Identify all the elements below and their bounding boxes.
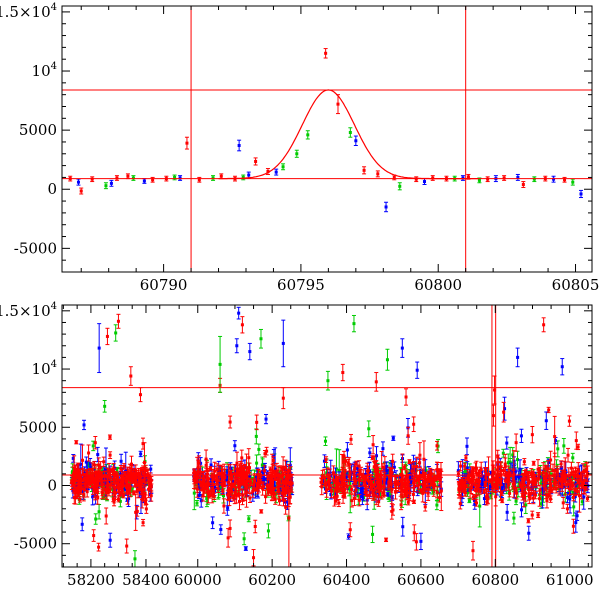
- x-tick-label: 60805: [552, 276, 600, 294]
- y-tick-label: -5000: [14, 535, 57, 553]
- x-tick-label: 60200: [248, 571, 296, 589]
- y-tick-label: -5000: [14, 239, 57, 257]
- data-layer: [68, 48, 584, 213]
- x-tick-label: 60800: [414, 276, 462, 294]
- axes: [61, 5, 593, 273]
- y-tick-label: 104: [32, 61, 57, 80]
- axes-box: [61, 304, 593, 568]
- x-tick-label: 60795: [277, 276, 325, 294]
- x-tick-label: 60800: [471, 571, 519, 589]
- x-tick-label: 60600: [397, 571, 445, 589]
- x-tick-label: 60400: [323, 571, 371, 589]
- y-tick-label: 0: [47, 476, 57, 494]
- x-tick-label: 58200: [67, 571, 115, 589]
- x-tick-label: 58400: [122, 571, 170, 589]
- x-tick-label: 61000: [546, 571, 594, 589]
- data-layer: [69, 306, 590, 567]
- top-panel-chart: 60790 60795 60800 60805 -5000 0 5000 104 1.5×104: [0, 2, 599, 294]
- reference-lines: [62, 6, 592, 272]
- y-tick-label: 1.5×104: [0, 2, 57, 21]
- top-panel: 60790 60795 60800 60805 -5000 0 5000 104 1.5×104: [0, 2, 599, 294]
- y-tick-label: 0: [47, 180, 57, 198]
- bottom-panel: 58200 58400 60000 60200 60400 60600 60800 61000…: [0, 300, 600, 600]
- tick-labels: 58200 58400 60000 60200 60400 60600 60800 61000…: [0, 301, 594, 589]
- tick-labels: 60790 60795 60800 60805 -5000 0 5000 104 1.5×104: [0, 2, 599, 294]
- axes: [61, 304, 593, 568]
- x-tick-label: 60000: [174, 571, 222, 589]
- bottom-panel-chart: 58200 58400 60000 60200 60400 60600 60800 61000…: [0, 301, 594, 589]
- y-tick-label: 1.5×104: [0, 301, 57, 320]
- y-tick-label: 5000: [19, 121, 57, 139]
- reference-lines: [62, 305, 592, 567]
- y-tick-label: 104: [32, 359, 57, 378]
- y-tick-label: 5000: [19, 418, 57, 436]
- axes-box: [61, 5, 593, 273]
- x-tick-label: 60790: [140, 276, 188, 294]
